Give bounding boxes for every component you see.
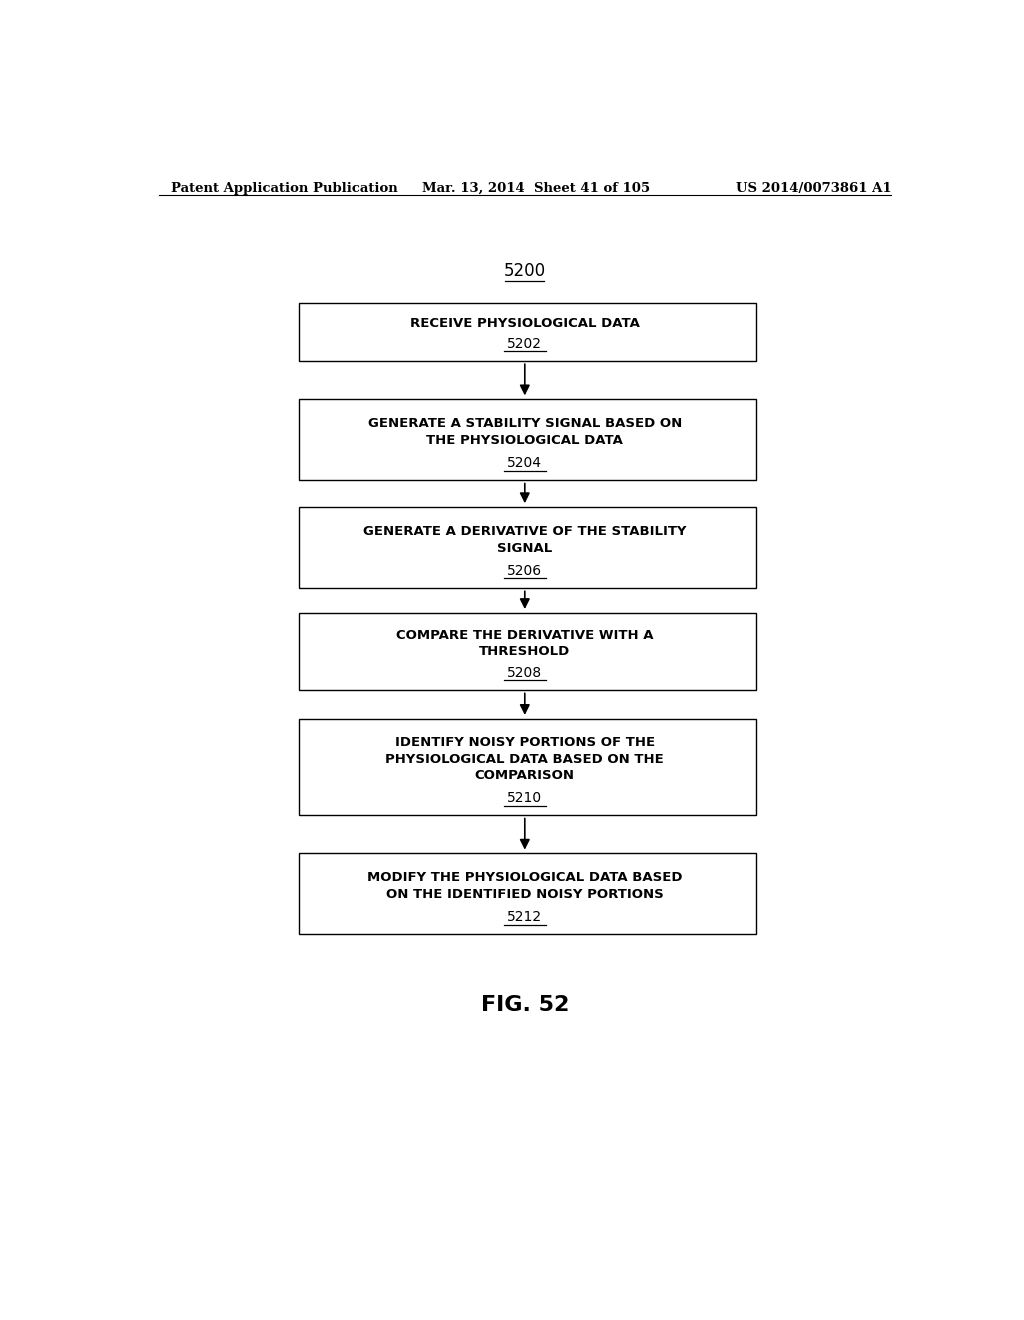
Text: Mar. 13, 2014  Sheet 41 of 105: Mar. 13, 2014 Sheet 41 of 105 [423,182,650,194]
Text: IDENTIFY NOISY PORTIONS OF THE: IDENTIFY NOISY PORTIONS OF THE [394,735,655,748]
Bar [299,612,756,689]
Bar [299,507,756,587]
Text: 5212: 5212 [507,911,543,924]
Bar [299,302,756,360]
Text: 5204: 5204 [507,455,543,470]
Text: 5210: 5210 [507,791,543,805]
Text: FIG. 52: FIG. 52 [480,995,569,1015]
Text: 5206: 5206 [507,564,543,578]
Text: PHYSIOLOGICAL DATA BASED ON THE: PHYSIOLOGICAL DATA BASED ON THE [385,752,665,766]
Text: ON THE IDENTIFIED NOISY PORTIONS: ON THE IDENTIFIED NOISY PORTIONS [386,888,664,902]
Bar [299,399,756,480]
Text: THRESHOLD: THRESHOLD [479,645,570,659]
Text: GENERATE A STABILITY SIGNAL BASED ON: GENERATE A STABILITY SIGNAL BASED ON [368,417,682,430]
Text: GENERATE A DERIVATIVE OF THE STABILITY: GENERATE A DERIVATIVE OF THE STABILITY [364,524,686,537]
Bar [299,718,756,814]
Text: THE PHYSIOLOGICAL DATA: THE PHYSIOLOGICAL DATA [426,434,624,446]
Text: RECEIVE PHYSIOLOGICAL DATA: RECEIVE PHYSIOLOGICAL DATA [410,317,640,330]
Bar [299,853,756,935]
Text: COMPARE THE DERIVATIVE WITH A: COMPARE THE DERIVATIVE WITH A [396,628,653,642]
Text: 5202: 5202 [507,337,543,351]
Text: 5208: 5208 [507,665,543,680]
Text: COMPARISON: COMPARISON [475,770,574,783]
Text: SIGNAL: SIGNAL [498,541,552,554]
Text: MODIFY THE PHYSIOLOGICAL DATA BASED: MODIFY THE PHYSIOLOGICAL DATA BASED [367,871,683,884]
Text: US 2014/0073861 A1: US 2014/0073861 A1 [736,182,892,194]
Text: Patent Application Publication: Patent Application Publication [171,182,397,194]
Text: 5200: 5200 [504,261,546,280]
